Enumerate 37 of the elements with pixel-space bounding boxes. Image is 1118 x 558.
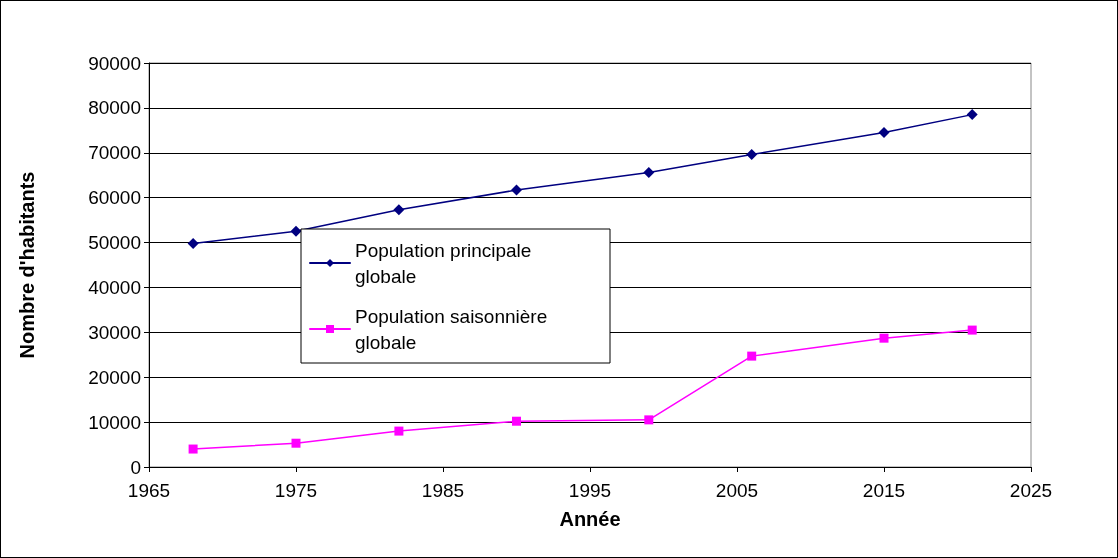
x-tick-label: 1965 <box>127 480 171 501</box>
x-tick-label: 1985 <box>421 480 465 501</box>
point <box>290 225 302 237</box>
y-tick-label: 10000 <box>88 411 141 433</box>
y-tick-label: 60000 <box>88 187 141 209</box>
y-tick-label: 40000 <box>88 276 141 298</box>
point <box>393 204 405 216</box>
point <box>291 438 301 448</box>
point <box>967 325 977 335</box>
point <box>512 416 521 426</box>
point <box>746 149 758 161</box>
point <box>511 184 522 196</box>
x-tick-label: 1995 <box>568 480 612 501</box>
y-tick-label: 50000 <box>88 232 141 254</box>
y-tick-label: 70000 <box>88 142 141 164</box>
y-axis-title: Nombre d'habitants <box>16 171 38 359</box>
point <box>879 333 889 343</box>
point <box>878 127 890 139</box>
point <box>187 237 199 249</box>
x-tick-label: 1975 <box>274 480 318 501</box>
x-tick-label: 2015 <box>862 480 906 501</box>
point <box>643 167 655 179</box>
x-axis-title: Année <box>559 508 621 530</box>
point <box>747 351 757 361</box>
y-tick-label: 20000 <box>88 366 141 388</box>
point <box>644 415 654 425</box>
y-tick-label: 30000 <box>88 321 141 343</box>
point <box>394 426 404 436</box>
legend-label: Population saisonnière globale <box>355 305 553 353</box>
y-tick-label: 0 <box>130 456 141 478</box>
point <box>188 444 198 454</box>
point <box>966 109 978 121</box>
x-tick-label: 2025 <box>1009 480 1053 501</box>
x-tick-label: 2005 <box>715 480 759 501</box>
legend-label: Population principale globale <box>355 239 537 287</box>
y-tick-label: 80000 <box>88 97 141 119</box>
y-tick-label: 90000 <box>88 52 141 74</box>
